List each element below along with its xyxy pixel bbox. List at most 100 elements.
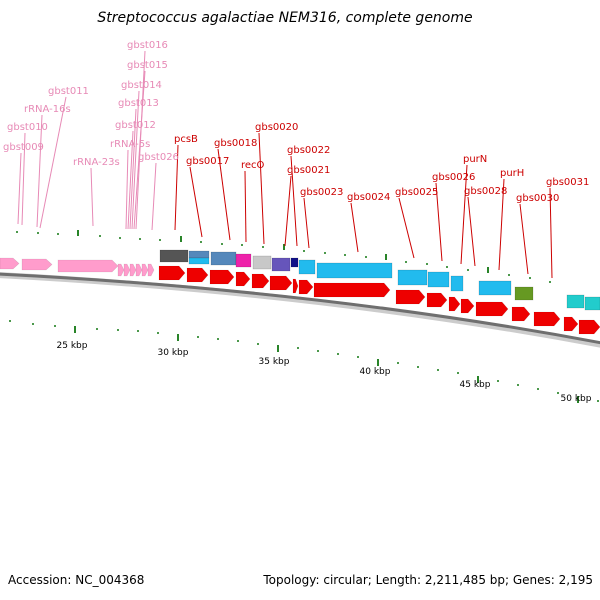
cog-category-block — [159, 249, 189, 263]
cds-feature — [460, 298, 475, 314]
cog-category-block — [188, 257, 210, 265]
gene-leader-line — [244, 170, 247, 243]
cog-category-block — [290, 257, 299, 268]
cog-category-block — [478, 280, 512, 296]
rna-label: rRNA-5s — [110, 139, 150, 150]
map-title: Streptococcus agalactiae NEM316, complet… — [97, 10, 472, 26]
cds-feature — [298, 279, 314, 295]
scale-label: 30 kbp — [158, 348, 189, 358]
cds-feature — [448, 296, 461, 312]
rna-feature — [0, 257, 20, 270]
gene-label: pcsB — [174, 134, 198, 145]
feature-labels: pcsB gbs0017 gbs0018 recO gbs0020 gbs0021 gbs0… — [3, 40, 589, 279]
gene-label: gbs0018 — [214, 138, 257, 149]
cds-feature — [235, 271, 251, 287]
gene-leader-line — [350, 202, 359, 253]
gene-label: gbs0025 — [395, 187, 438, 198]
rna-label: gbst013 — [118, 98, 159, 109]
gene-label: gbs0026 — [432, 172, 475, 183]
rna-label: rRNA-23s — [73, 157, 120, 168]
gene-leader-line — [284, 175, 292, 247]
backbone-line — [0, 272, 600, 345]
cog-category-block — [235, 253, 252, 268]
gene-label: purN — [463, 154, 487, 165]
gene-label: gbs0023 — [300, 187, 343, 198]
gene-label: gbs0021 — [287, 165, 330, 176]
rna-label: rRNA-16s — [24, 104, 71, 115]
rna-feature — [129, 263, 137, 277]
gene-leader-line — [174, 144, 179, 231]
gene-label: gbs0028 — [464, 186, 507, 197]
cog-category-block — [210, 251, 237, 266]
cog-category-block — [298, 259, 316, 275]
cds-feature — [251, 273, 270, 289]
gene-leader-line — [519, 203, 529, 275]
rna-feature — [57, 259, 119, 273]
topology-summary: Topology: circular; Length: 2,211,485 bp… — [263, 573, 593, 587]
scale-label: 50 kbp — [561, 394, 592, 404]
gene-label: gbs0030 — [516, 193, 559, 204]
cog-category-block — [397, 269, 428, 286]
cds-feature — [395, 289, 426, 305]
rna-label: gbst016 — [127, 40, 168, 51]
rna-label: gbst015 — [127, 60, 168, 71]
rna-leader-line — [36, 114, 43, 228]
cds-feature — [186, 267, 209, 283]
cog-category-block — [427, 271, 450, 288]
cds-feature — [578, 319, 600, 335]
scale-label: 25 kbp — [57, 341, 88, 351]
rna-label: gbst009 — [3, 142, 44, 153]
gene-label: gbs0022 — [287, 145, 330, 156]
rna-leader-line — [131, 90, 140, 230]
cog-category-block — [271, 257, 291, 272]
gene-leader-line — [217, 148, 231, 241]
gene-leader-line — [467, 196, 476, 267]
rna-leader-line — [90, 167, 94, 227]
rna-feature — [141, 263, 149, 277]
rna-leader-line — [127, 130, 134, 230]
backbone — [0, 272, 600, 348]
gene-leader-line — [398, 197, 415, 259]
gene-label: gbs0031 — [546, 177, 589, 188]
rna-leader-line — [21, 132, 26, 226]
gene-label: gbs0017 — [186, 156, 229, 167]
gene-leader-line — [549, 187, 553, 279]
cog-category-block — [566, 294, 585, 309]
rna-label: gbst011 — [48, 86, 89, 97]
rna-label: gbst014 — [121, 80, 162, 91]
rna-feature — [117, 263, 125, 277]
cog-category-block — [450, 275, 464, 292]
gene-label: gbs0020 — [255, 122, 298, 133]
cds-feature — [269, 275, 293, 291]
rna-leader-line — [17, 152, 22, 225]
scale-label: 45 kbp — [460, 380, 491, 390]
cds-feature — [426, 292, 448, 308]
rna-leader-line — [129, 108, 137, 230]
accession-text: Accession: NC_004368 — [8, 573, 145, 587]
cds-feature — [475, 301, 509, 317]
gene-leader-line — [189, 166, 203, 238]
cds-feature — [511, 306, 531, 322]
cds-feature — [533, 311, 561, 327]
cds-feature — [209, 269, 235, 285]
rna-feature — [147, 263, 155, 277]
gene-label: purH — [500, 168, 524, 179]
rna-leader-line — [125, 149, 129, 230]
rna-feature — [21, 258, 53, 271]
cog-category-block — [252, 255, 272, 270]
feature-tracks — [0, 249, 600, 335]
tick-marks: 25 kbp 30 kbp 35 kbp 40 kbp 45 kbp 50 kbp — [9, 230, 599, 404]
rna-leader-line — [133, 70, 146, 230]
rna-feature — [135, 263, 143, 277]
gene-label: recO — [241, 160, 265, 171]
cog-category-block — [514, 286, 534, 301]
cds-feature — [292, 278, 299, 294]
cds-feature — [158, 265, 186, 281]
cog-category-block — [188, 250, 210, 259]
rna-feature — [123, 263, 131, 277]
cog-category-block — [316, 262, 393, 279]
rna-label: gbst026 — [138, 152, 179, 163]
cds-feature — [563, 316, 579, 332]
gene-label: gbs0024 — [347, 192, 390, 203]
